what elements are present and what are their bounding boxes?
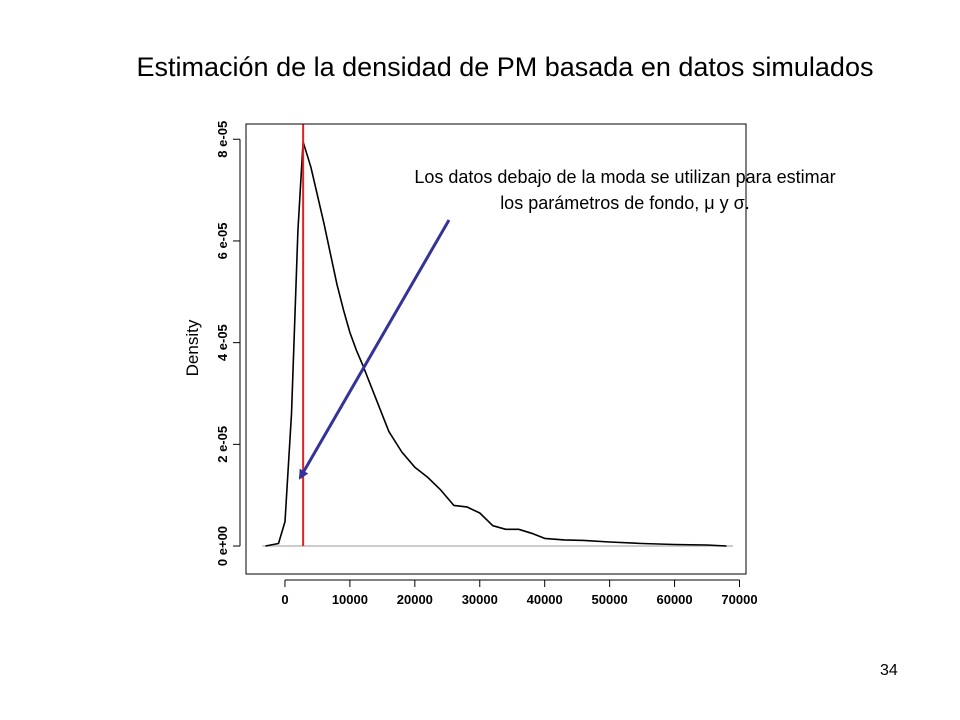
x-tick-label: 40000 [527,592,563,607]
y-tick-label: 0 e+00 [215,526,230,566]
annotation-line-1: Los datos debajo de la moda se utilizan … [414,167,836,187]
y-tick-label: 6 e-05 [215,223,230,260]
y-axis-title: Density [183,319,202,376]
page-number: 34 [880,662,898,679]
slide-title: Estimación de la densidad de PM basada e… [136,52,874,82]
density-line [265,141,727,547]
x-tick-label: 30000 [462,592,498,607]
x-tick-label: 20000 [397,592,433,607]
y-tick-label: 8 e-05 [215,121,230,158]
y-tick-label: 4 e-05 [215,324,230,361]
plot-frame [245,123,747,575]
annotation-text: Los datos debajo de la moda se utilizan … [330,164,920,216]
x-tick-label: 50000 [592,592,628,607]
annotation-line-2: los parámetros de fondo, μ y σ. [500,193,750,213]
y-tick-label: 2 e-05 [215,426,230,463]
x-tick-label: 10000 [332,592,368,607]
x-tick-label: 70000 [721,592,757,607]
annotation-arrow [298,219,451,480]
x-tick-label: 60000 [656,592,692,607]
x-tick-label: 0 [281,592,288,607]
